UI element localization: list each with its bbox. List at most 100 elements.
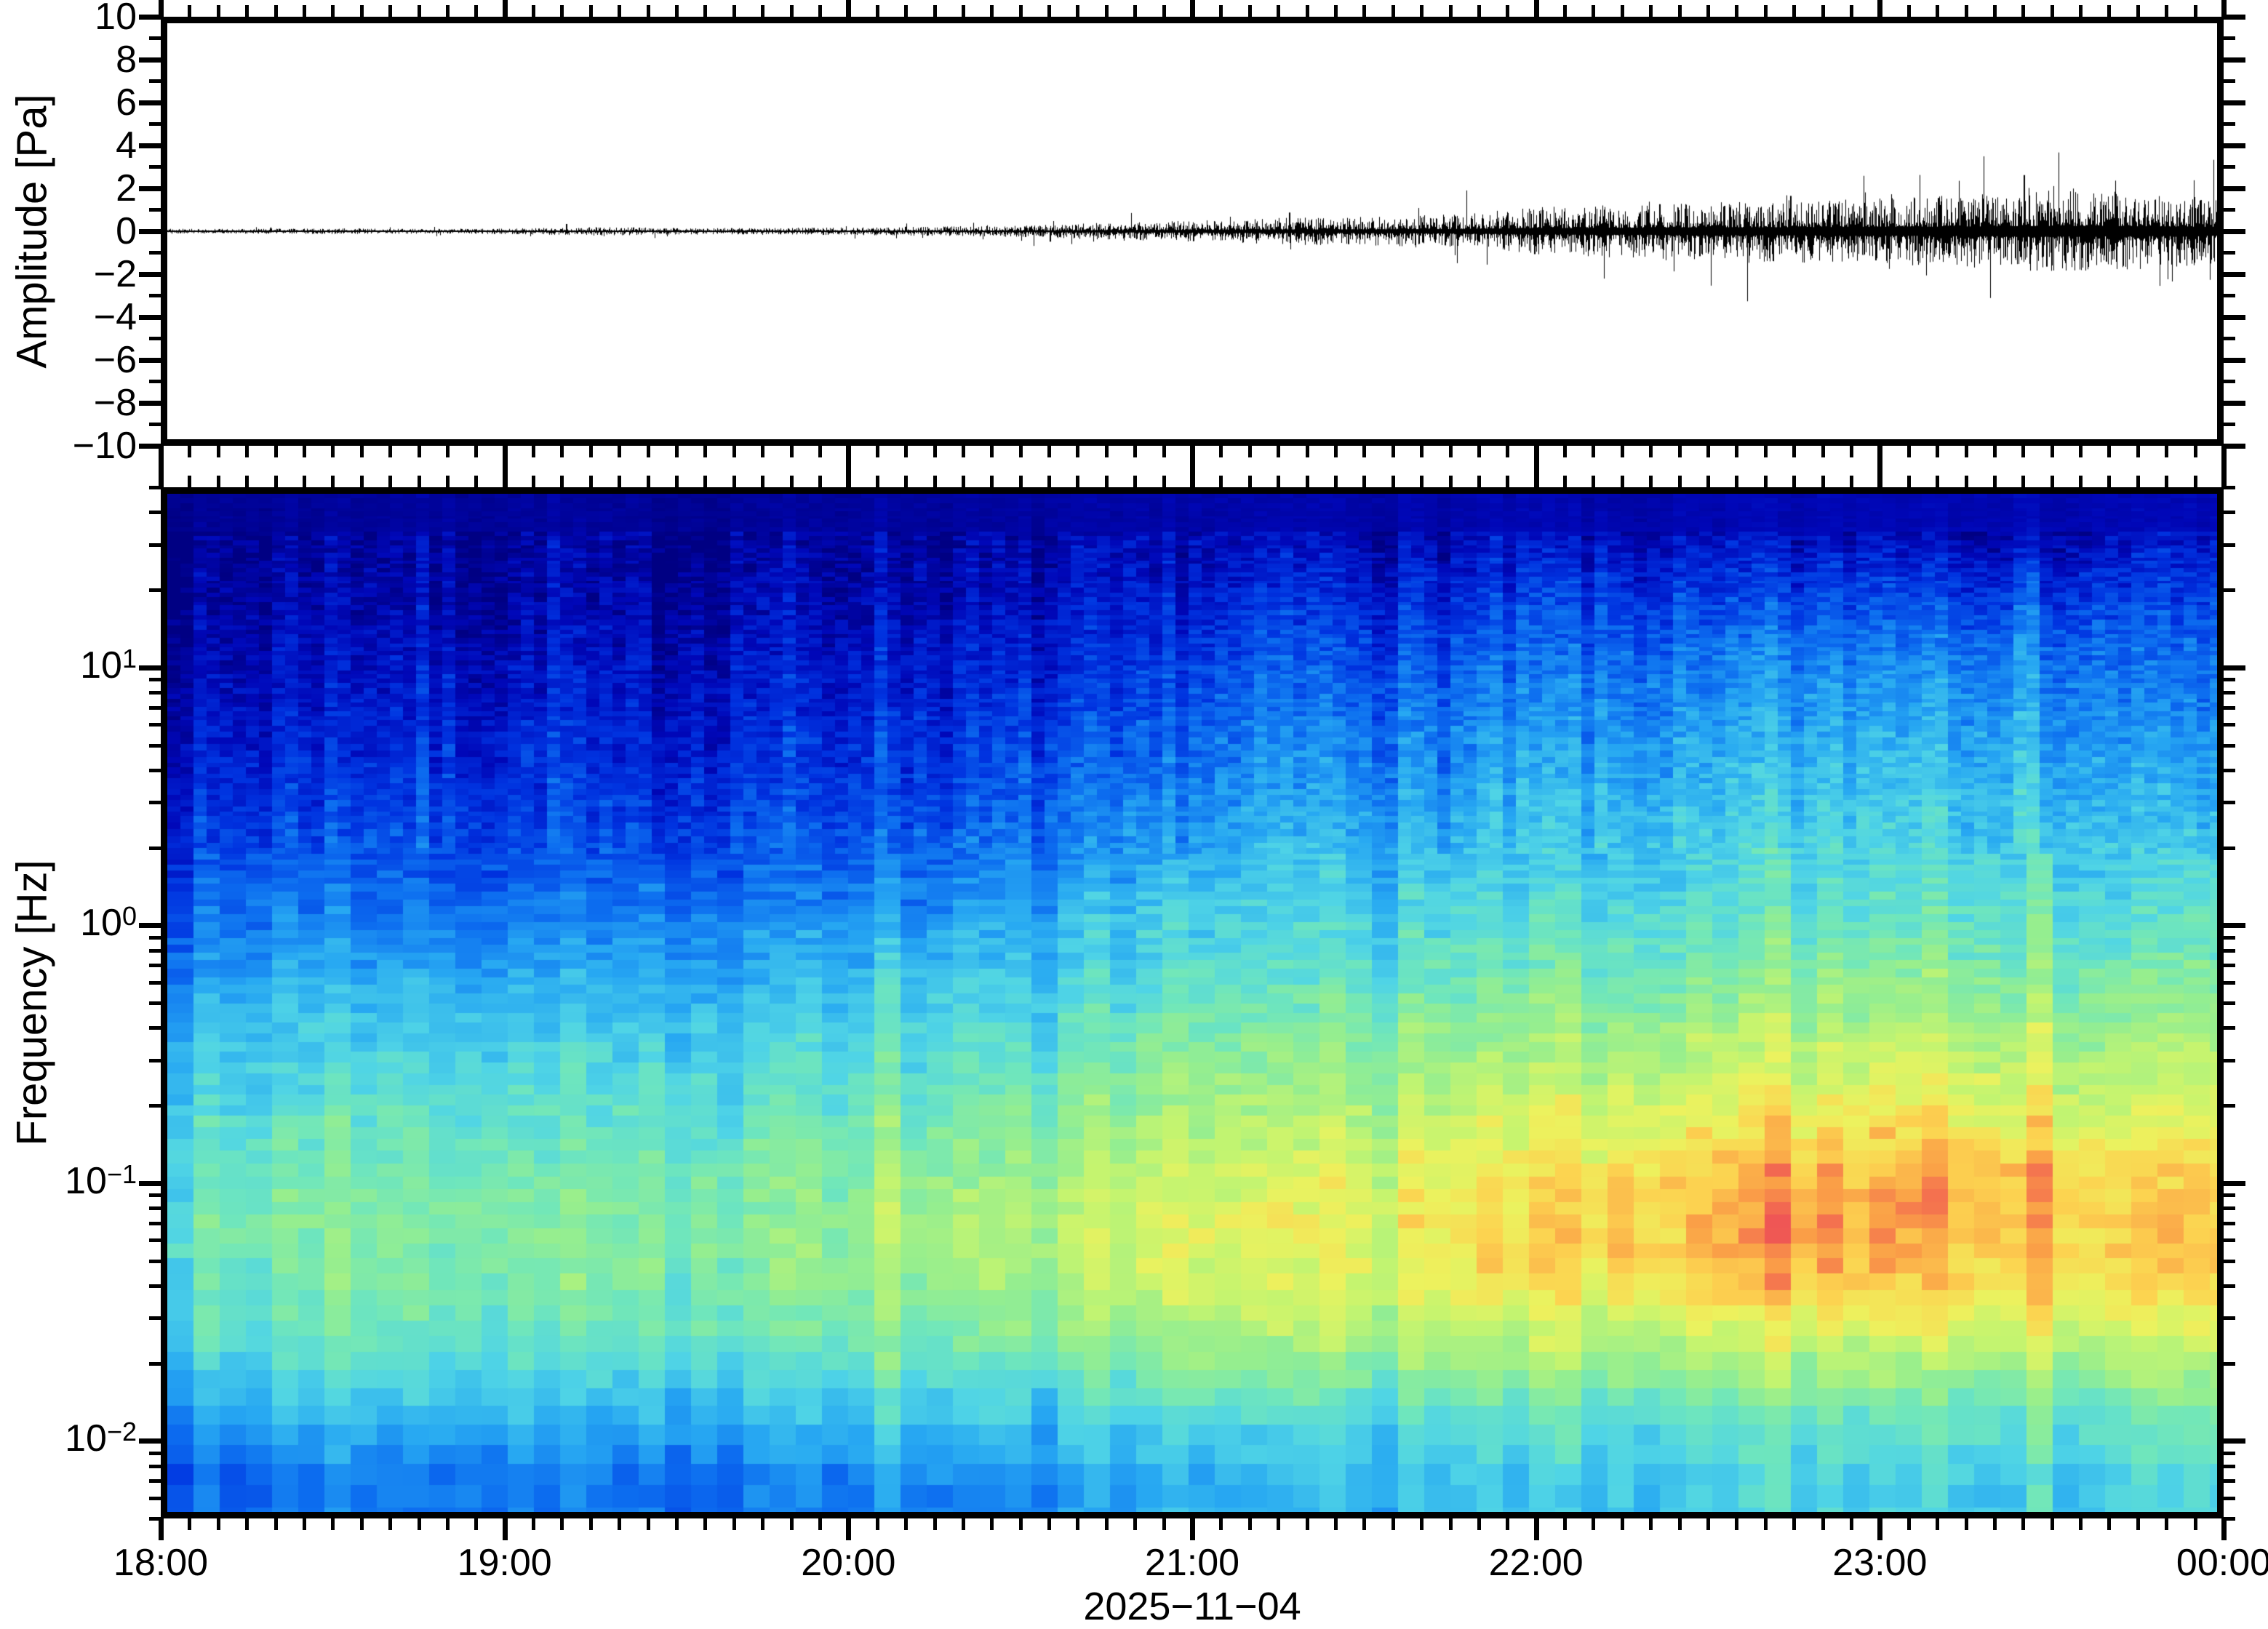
freq-major-tick — [139, 923, 161, 928]
wave-y-minor-tick — [149, 208, 161, 212]
x-minor-tick — [274, 476, 278, 487]
x-minor-tick — [761, 476, 764, 487]
freq-minor-tick — [149, 511, 161, 514]
x-major-tick — [159, 1518, 164, 1540]
x-minor-tick — [1334, 476, 1338, 487]
x-minor-tick — [1219, 1518, 1223, 1530]
x-minor-tick — [1306, 5, 1309, 17]
freq-minor-tick — [2224, 801, 2235, 804]
x-minor-tick — [876, 5, 879, 17]
freq-minor-tick — [149, 936, 161, 940]
x-minor-tick — [2165, 476, 2168, 487]
freq-minor-tick — [2224, 964, 2235, 967]
x-minor-tick — [2051, 5, 2054, 17]
x-major-tick — [1877, 0, 1882, 17]
x-minor-tick — [1076, 1518, 1079, 1530]
freq-minor-tick — [149, 543, 161, 547]
x-minor-tick — [303, 476, 306, 487]
x-minor-tick — [1706, 5, 1710, 17]
x-minor-tick — [418, 446, 421, 457]
x-minor-tick — [446, 446, 450, 457]
freq-minor-tick — [149, 706, 161, 710]
x-minor-tick — [1764, 476, 1768, 487]
x-minor-tick — [1993, 446, 1997, 457]
x-minor-tick — [1334, 5, 1338, 17]
x-minor-tick — [1850, 1518, 1853, 1530]
x-minor-tick — [703, 5, 707, 17]
x-minor-tick — [532, 446, 535, 457]
x-minor-tick — [1334, 446, 1338, 457]
wave-y-major-tick — [2224, 186, 2245, 191]
wave-y-minor-tick — [2224, 337, 2235, 340]
x-minor-tick — [245, 476, 249, 487]
x-minor-tick — [1420, 446, 1424, 457]
x-minor-tick — [1477, 5, 1481, 17]
x-minor-tick — [1735, 476, 1738, 487]
x-minor-tick — [2165, 5, 2168, 17]
freq-minor-tick — [2224, 1222, 2235, 1225]
freq-minor-tick — [2224, 1260, 2235, 1263]
x-minor-tick — [589, 446, 593, 457]
freq-minor-tick — [2224, 846, 2235, 850]
x-minor-tick — [732, 1518, 736, 1530]
x-minor-tick — [962, 5, 965, 17]
x-minor-tick — [474, 5, 478, 17]
x-minor-tick — [1563, 1518, 1567, 1530]
freq-minor-tick — [2224, 1104, 2235, 1108]
x-minor-tick — [1907, 476, 1911, 487]
x-minor-tick — [1965, 1518, 1968, 1530]
x-minor-tick — [1047, 476, 1051, 487]
x-minor-tick — [303, 1518, 306, 1530]
x-minor-tick — [1105, 5, 1109, 17]
x-minor-tick — [245, 5, 249, 17]
x-minor-tick — [2136, 446, 2140, 457]
x-major-tick — [1534, 465, 1539, 487]
x-minor-tick — [1019, 476, 1023, 487]
x-tick-label: 20:00 — [801, 1542, 896, 1584]
x-minor-tick — [474, 446, 478, 457]
x-minor-tick — [1362, 5, 1366, 17]
x-major-tick — [846, 446, 851, 468]
x-minor-tick — [647, 446, 650, 457]
freq-minor-tick — [149, 1452, 161, 1455]
x-minor-tick — [1993, 5, 1997, 17]
wave-y-major-tick — [139, 229, 161, 234]
x-minor-tick — [1449, 5, 1453, 17]
x-major-tick — [503, 0, 508, 17]
x-minor-tick — [1792, 1518, 1796, 1530]
x-minor-tick — [418, 476, 421, 487]
x-major-tick — [159, 0, 164, 17]
x-minor-tick — [1391, 446, 1395, 457]
x-minor-tick — [1621, 476, 1624, 487]
x-minor-tick — [532, 5, 535, 17]
freq-minor-tick — [2224, 936, 2235, 940]
x-minor-tick — [1821, 446, 1825, 457]
x-minor-tick — [1907, 5, 1911, 17]
x-major-tick — [1190, 446, 1195, 468]
x-major-tick — [1190, 1518, 1195, 1540]
x-minor-tick — [962, 476, 965, 487]
x-minor-tick — [217, 446, 220, 457]
wave-y-minor-tick — [2224, 251, 2235, 255]
x-minor-tick — [1133, 446, 1137, 457]
freq-tick-label: 10−1 — [65, 1158, 137, 1202]
x-minor-tick — [188, 446, 191, 457]
x-minor-tick — [990, 446, 994, 457]
x-minor-tick — [217, 1518, 220, 1530]
x-tick-label: 21:00 — [1144, 1542, 1240, 1584]
x-minor-tick — [560, 1518, 564, 1530]
x-minor-tick — [790, 1518, 794, 1530]
x-minor-tick — [818, 5, 822, 17]
x-minor-tick — [647, 476, 650, 487]
freq-minor-tick — [149, 1026, 161, 1030]
x-minor-tick — [1764, 1518, 1768, 1530]
x-minor-tick — [1821, 476, 1825, 487]
x-minor-tick — [1162, 1518, 1166, 1530]
wave-y-major-tick — [2224, 143, 2245, 148]
x-major-tick — [159, 446, 164, 468]
x-minor-tick — [1306, 1518, 1309, 1530]
x-minor-tick — [1678, 446, 1682, 457]
x-minor-tick — [1936, 1518, 1939, 1530]
x-minor-tick — [962, 1518, 965, 1530]
x-minor-tick — [618, 476, 621, 487]
